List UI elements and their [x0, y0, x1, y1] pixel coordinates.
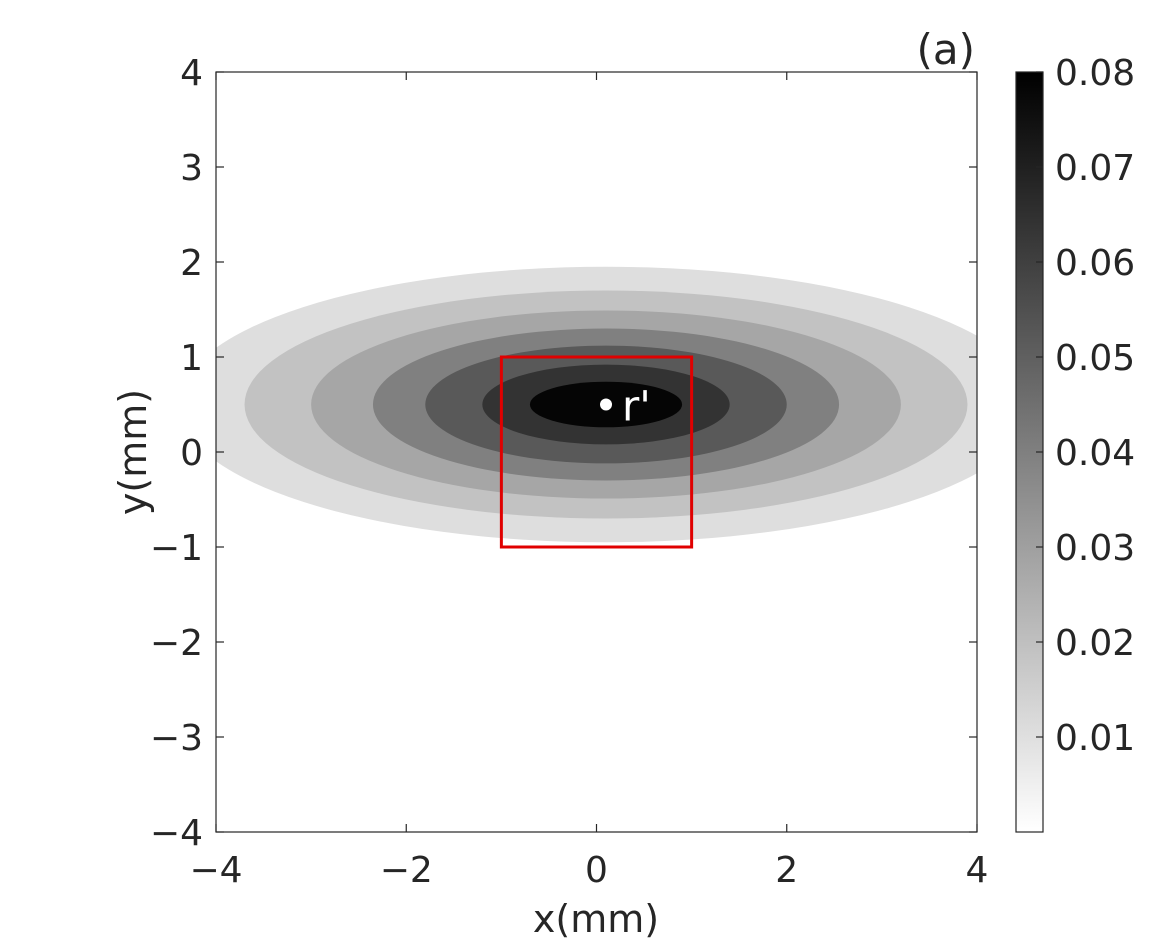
- panel-label: (a): [916, 25, 975, 74]
- colorbar-tick-label: 0.01: [1055, 718, 1135, 759]
- x-tick-label: 4: [966, 850, 989, 891]
- y-axis-label: y(mm): [111, 389, 155, 515]
- colorbar-tick-label: 0.06: [1055, 243, 1135, 284]
- colorbar-tick-label: 0.07: [1055, 148, 1135, 189]
- y-tick-label: −3: [150, 718, 203, 759]
- y-tick-label: 3: [180, 148, 203, 189]
- y-tick-label: 2: [180, 243, 203, 284]
- y-tick-label: −4: [150, 813, 203, 854]
- x-tick-label: 0: [585, 850, 608, 891]
- highlight-box: [499, 355, 694, 549]
- x-tick-label: 2: [775, 850, 798, 891]
- y-tick-label: 0: [180, 433, 203, 474]
- colorbar-tick-label: 0.04: [1055, 433, 1135, 474]
- y-tick-label: −2: [150, 623, 203, 664]
- x-tick-label: −2: [380, 850, 433, 891]
- colorbar-tick-label: 0.02: [1055, 623, 1135, 664]
- colorbar-tick-label: 0.05: [1055, 338, 1135, 379]
- contour-bands: [216, 266, 977, 543]
- colorbar-tick-label: 0.08: [1055, 53, 1135, 94]
- y-tick-label: 4: [180, 53, 203, 94]
- x-axis-label: x(mm): [533, 897, 659, 941]
- source-point-marker: [600, 398, 613, 411]
- y-tick-label: −1: [150, 528, 203, 569]
- y-tick-label: 1: [180, 338, 203, 379]
- source-point-label: r': [622, 382, 651, 431]
- x-tick-label: −4: [189, 850, 242, 891]
- colorbar-ticks: 0.01 0.02 0.03 0.04 0.05 0.06 0.07 0.08: [1036, 53, 1135, 759]
- y-axis-ticks: −4 −3 −2 −1 0 1 2 3 4: [150, 53, 977, 854]
- x-axis-ticks: −4 −2 0 2 4: [189, 72, 988, 891]
- colorbar-tick-label: 0.03: [1055, 528, 1135, 569]
